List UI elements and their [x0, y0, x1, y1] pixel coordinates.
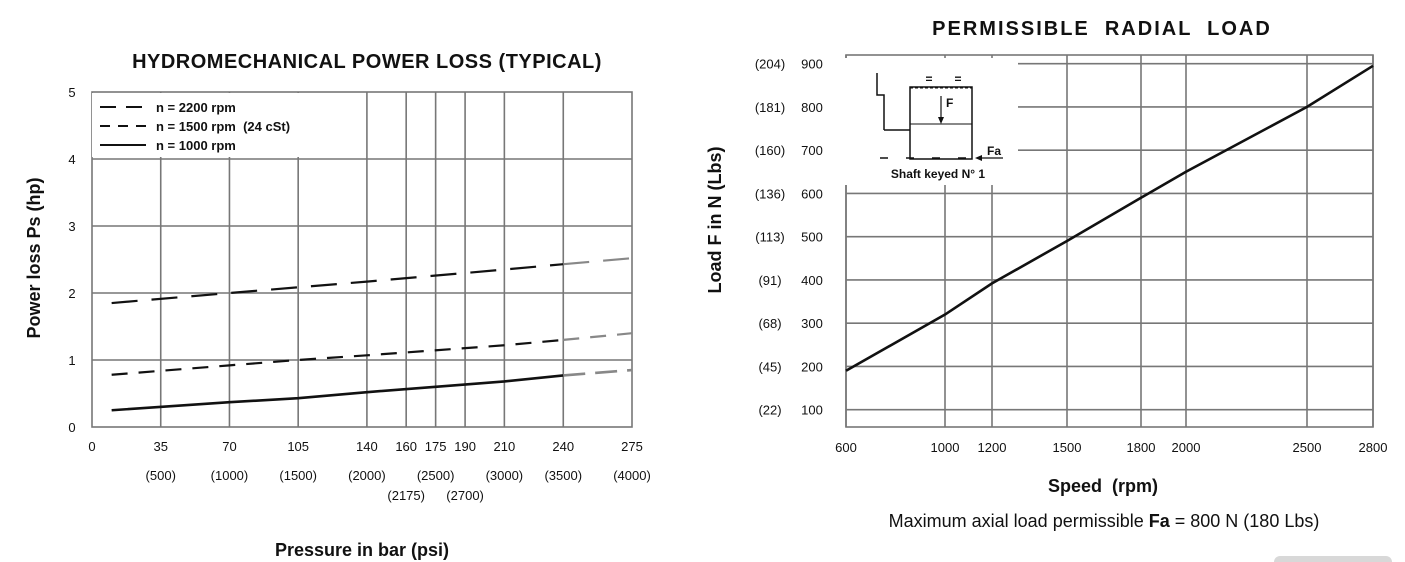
y-tick-lbs-label: (160) [755, 143, 785, 158]
x-tick-psi-label: (2175) [387, 488, 425, 503]
power-loss-y-axis-label: Power loss Ps (hp) [24, 177, 44, 338]
axial-load-note: Maximum axial load permissible Fa = 800 … [889, 511, 1320, 531]
series-line-extrapolated [563, 332, 633, 341]
legend-background [92, 93, 337, 157]
y-tick-label: 1 [68, 353, 75, 368]
power-loss-chart: HYDROMECHANICAL POWER LOSS (TYPICAL) 0 1 2… [24, 51, 651, 560]
x-tick-psi-label: (2700) [446, 488, 484, 503]
x-tick-label: 600 [835, 440, 857, 455]
x-tick-label: 35 [153, 439, 167, 454]
y-tick-label: 0 [68, 420, 75, 435]
scroll-indicator[interactable] [1274, 556, 1392, 562]
x-tick-psi-label: (2500) [417, 468, 455, 483]
x-tick-label: 2800 [1359, 440, 1388, 455]
y-tick-label: 400 [801, 273, 823, 288]
axial-load-note-suffix: = 800 N (180 Lbs) [1170, 511, 1320, 531]
x-tick-label: 175 [425, 439, 447, 454]
force-f-arrowhead [938, 117, 944, 124]
y-tick-label: 3 [68, 219, 75, 234]
radial-load-y-axis-label: Load F in N (Lbs) [705, 147, 725, 294]
series-line [111, 263, 564, 305]
y-tick-label: 700 [801, 143, 823, 158]
x-tick-label: 0 [88, 439, 95, 454]
x-tick-label: 2000 [1172, 440, 1201, 455]
x-tick-psi-label: (2000) [348, 468, 386, 483]
series-line [111, 374, 564, 412]
y-tick-lbs-label: (22) [758, 403, 781, 418]
y-tick-label: 100 [801, 403, 823, 418]
x-tick-psi-label: (1500) [279, 468, 317, 483]
y-tick-lbs-label: (45) [758, 359, 781, 374]
x-tick-label: 105 [287, 439, 309, 454]
x-tick-psi-label: (4000) [613, 468, 651, 483]
legend-label-1500: n = 1500 rpm (24 cSt) [156, 119, 290, 134]
shaft-caption: Shaft keyed N° 1 [891, 167, 985, 181]
force-f-label: F [946, 96, 953, 110]
power-loss-tick-labels: 0 1 2 3 4 5 0 35 70 105 140 160 175 190 210 240 275 (500)… [68, 85, 650, 503]
y-tick-lbs-label: (181) [755, 100, 785, 115]
x-tick-label: 160 [395, 439, 417, 454]
radial-load-title: PERMISSIBLE RADIAL LOAD [932, 18, 1272, 40]
axial-load-note-prefix: Maximum axial load permissible [889, 511, 1149, 531]
y-tick-label: 600 [801, 186, 823, 201]
x-tick-psi-label: (3500) [544, 468, 582, 483]
shaft-body [909, 86, 973, 160]
x-tick-psi-label: (500) [146, 468, 176, 483]
power-loss-series [111, 257, 633, 412]
shaft-housing-outline [876, 73, 885, 130]
x-tick-label: 1800 [1127, 440, 1156, 455]
y-tick-lbs-label: (113) [755, 230, 784, 245]
x-tick-label: 1200 [978, 440, 1007, 455]
x-tick-label: 2500 [1293, 440, 1322, 455]
axial-load-note-bold: Fa [1149, 511, 1171, 531]
radial-load-chart: PERMISSIBLE RADIAL LOAD 100 200 300 400 500 6… [705, 18, 1387, 531]
y-tick-label: 5 [68, 85, 75, 100]
y-tick-lbs-label: (91) [758, 273, 781, 288]
shaft-diagram-background [843, 58, 1018, 185]
x-tick-psi-label: (3000) [486, 468, 524, 483]
y-tick-label: 900 [801, 57, 823, 72]
shaft-diagram: = = F Fa Shaft keyed N° 1 [843, 58, 1018, 185]
y-tick-lbs-label: (204) [755, 57, 785, 72]
y-tick-label: 200 [801, 359, 823, 374]
x-tick-label: 275 [621, 439, 643, 454]
series-line [111, 338, 564, 376]
radial-load-x-axis-label: Speed (rpm) [1048, 476, 1158, 496]
x-tick-label: 240 [552, 439, 574, 454]
force-fa-arrowhead [975, 155, 982, 161]
radial-load-tick-labels: 100 200 300 400 500 600 700 800 900 (22) (45) (68) (… [755, 57, 1388, 455]
x-tick-label: 1500 [1053, 440, 1082, 455]
radial-load-line [845, 64, 1374, 372]
power-loss-legend: n = 2200 rpm n = 1500 rpm (24 cSt) n = 1… [92, 93, 337, 157]
x-tick-label: 140 [356, 439, 378, 454]
y-tick-label: 2 [68, 286, 75, 301]
x-tick-label: 210 [494, 439, 516, 454]
y-tick-label: 4 [68, 152, 75, 167]
series-line-extrapolated [563, 368, 633, 377]
x-tick-label: 190 [454, 439, 476, 454]
power-loss-x-axis-label: Pressure in bar (psi) [275, 540, 449, 560]
x-tick-label: 70 [222, 439, 236, 454]
series-line-extrapolated [563, 257, 633, 266]
y-tick-lbs-label: (136) [755, 186, 785, 201]
power-loss-title: HYDROMECHANICAL POWER LOSS (TYPICAL) [132, 51, 602, 73]
y-tick-label: 800 [801, 100, 823, 115]
plot-frame [91, 91, 633, 428]
x-tick-label: 1000 [931, 440, 960, 455]
force-fa-label: Fa [987, 144, 1001, 158]
y-tick-label: 500 [801, 230, 823, 245]
dim-equal-left: = [925, 72, 932, 86]
y-tick-label: 300 [801, 316, 823, 331]
dim-equal-right: = [954, 72, 961, 86]
x-tick-psi-label: (1000) [211, 468, 249, 483]
radial-load-series [845, 64, 1374, 372]
legend-label-2200: n = 2200 rpm [156, 100, 236, 115]
legend-label-1000: n = 1000 rpm [156, 138, 236, 153]
y-tick-lbs-label: (68) [758, 316, 781, 331]
